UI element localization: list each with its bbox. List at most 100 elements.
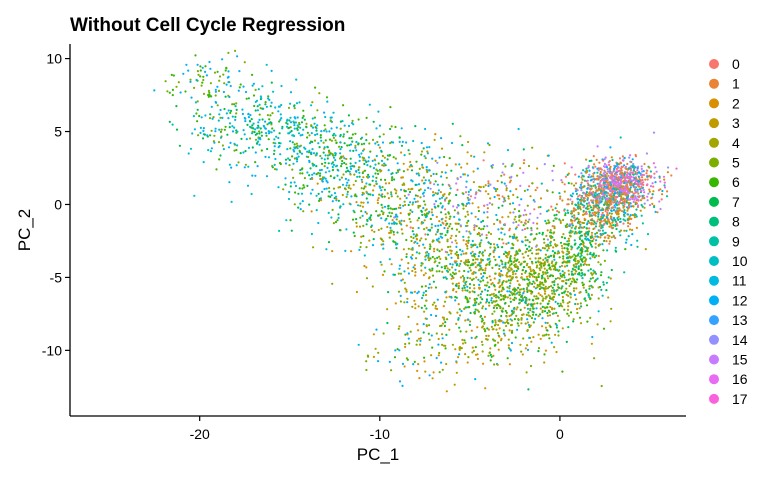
data-point <box>560 179 563 182</box>
data-point <box>444 208 447 211</box>
data-point <box>384 178 387 181</box>
data-point <box>464 263 467 266</box>
data-point <box>440 266 443 269</box>
data-point <box>590 214 594 217</box>
data-point <box>566 290 570 293</box>
data-point <box>390 125 393 128</box>
data-point <box>399 300 402 303</box>
data-point <box>381 273 385 276</box>
data-point <box>512 310 516 313</box>
data-point <box>535 233 538 236</box>
data-point <box>582 243 585 246</box>
data-point <box>403 365 406 368</box>
data-point <box>546 229 549 232</box>
data-point <box>303 146 306 149</box>
data-point <box>483 321 486 324</box>
data-point <box>251 84 254 87</box>
data-point <box>320 130 323 133</box>
data-point <box>549 274 552 277</box>
data-point <box>469 264 472 267</box>
data-point <box>349 149 352 152</box>
data-point <box>533 208 536 211</box>
data-point <box>601 198 604 201</box>
data-point <box>438 255 441 258</box>
data-point <box>416 219 419 222</box>
data-point <box>611 177 614 180</box>
data-point <box>425 146 429 149</box>
data-point <box>580 230 583 233</box>
data-point <box>565 256 569 260</box>
data-point <box>500 181 503 184</box>
data-point <box>610 203 613 206</box>
data-point <box>645 172 648 175</box>
data-point <box>459 135 462 138</box>
data-point <box>633 216 637 219</box>
data-point <box>206 134 209 137</box>
data-point <box>409 209 412 212</box>
data-point <box>280 117 283 120</box>
data-point <box>633 177 636 180</box>
data-point <box>646 183 649 186</box>
data-point <box>218 158 221 161</box>
data-point <box>414 271 417 274</box>
data-point <box>436 192 440 195</box>
data-point <box>543 263 546 266</box>
data-point <box>535 295 538 298</box>
data-point <box>504 301 507 305</box>
data-point <box>462 280 465 283</box>
data-point <box>542 238 546 241</box>
data-point <box>394 125 397 129</box>
data-point <box>490 293 493 296</box>
data-point <box>345 157 348 161</box>
data-point <box>187 69 190 72</box>
data-point <box>609 215 613 218</box>
data-point <box>172 74 175 77</box>
data-point <box>305 125 308 128</box>
data-point <box>551 292 554 295</box>
data-point <box>535 276 538 279</box>
data-point <box>490 325 493 328</box>
data-point <box>261 107 264 110</box>
data-point <box>596 182 599 185</box>
data-point <box>236 144 239 147</box>
data-point <box>423 246 426 249</box>
data-point <box>434 304 437 308</box>
data-point <box>653 172 656 175</box>
data-point <box>238 70 241 73</box>
data-point <box>585 158 588 161</box>
data-point <box>582 256 585 259</box>
data-point <box>383 188 386 191</box>
data-point <box>378 135 381 138</box>
data-point <box>564 212 567 215</box>
data-point <box>628 191 631 194</box>
data-point <box>604 197 607 200</box>
data-point <box>362 224 365 227</box>
data-point <box>629 214 632 217</box>
data-point <box>493 344 496 347</box>
data-point <box>494 190 498 193</box>
data-point <box>483 225 486 228</box>
data-point <box>217 119 220 122</box>
data-point <box>320 168 323 171</box>
data-point <box>614 211 618 214</box>
data-point <box>341 193 344 197</box>
data-point <box>625 197 628 200</box>
data-point <box>557 250 560 253</box>
data-point <box>440 211 443 214</box>
x-axis-ticks: -20 -10 0 <box>190 416 564 442</box>
data-point <box>462 239 465 242</box>
data-point <box>468 198 471 201</box>
data-point <box>227 70 230 73</box>
data-point <box>342 104 345 107</box>
data-point <box>395 171 398 174</box>
data-point <box>593 357 596 360</box>
data-point <box>393 273 396 276</box>
data-point <box>383 205 387 208</box>
data-point <box>414 274 417 277</box>
data-point <box>461 275 464 278</box>
data-point <box>253 104 256 108</box>
data-point <box>545 295 548 298</box>
data-point <box>625 201 629 204</box>
